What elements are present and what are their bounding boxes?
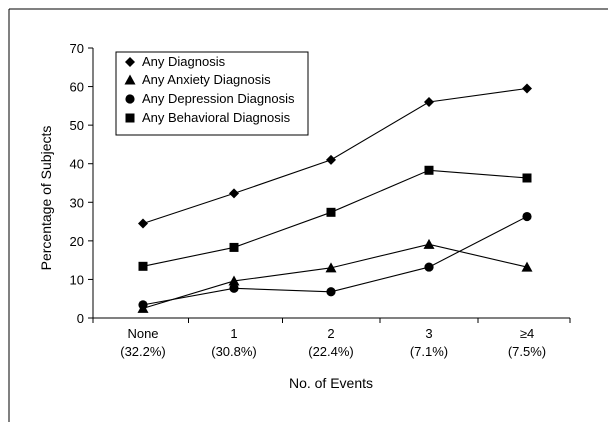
data-point-square [424,165,434,175]
series-line [142,169,528,267]
legend-item: Any Diagnosis [125,54,226,69]
legend-label: Any Anxiety Diagnosis [142,72,271,87]
data-point-triangle [325,262,337,273]
y-tick-label: 70 [70,41,84,56]
axes: 0 10 20 30 40 50 60 70 None (32.2%) 1 (30.8%) 2 (22.4… [70,41,571,359]
legend-item: Any Behavioral Diagnosis [125,110,291,125]
y-tick-label: 50 [70,118,84,133]
x-tick-label: None [127,326,158,341]
series-square [138,165,532,271]
y-tick-label: 0 [77,311,84,326]
y-tick-label: 10 [70,272,84,287]
legend-box [115,51,309,136]
legend-marker-diamond [125,57,135,67]
data-point-triangle [521,261,533,272]
data-point-circle [424,262,434,272]
data-point-circle [522,211,532,222]
x-tick-sublabel: (32.2%) [120,344,166,359]
data-point-square [229,242,239,252]
legend-label: Any Behavioral Diagnosis [142,110,291,125]
x-tick-label: 1 [230,326,237,341]
legend-item: Any Depression Diagnosis [125,91,295,106]
legend: Any Diagnosis Any Anxiety Diagnosis Any De… [115,51,309,136]
data-point-square [138,261,148,271]
legend-marker-triangle [124,74,136,85]
x-tick-sublabel: (30.8%) [211,344,257,359]
legend-item: Any Anxiety Diagnosis [124,72,271,87]
data-point-triangle [423,238,435,249]
x-tick-label: 3 [425,326,432,341]
y-tick-label: 30 [70,195,84,210]
x-tick-sublabel: (22.4%) [308,344,354,359]
data-point-circle [326,287,336,297]
data-point-diamond [424,97,434,107]
data-point-diamond [522,83,532,94]
series-triangle [137,238,533,313]
y-tick-label: 40 [70,157,84,172]
legend-marker-circle [125,94,135,104]
series-circle [138,211,532,310]
legend-label: Any Depression Diagnosis [142,91,295,106]
data-point-circle [229,283,239,293]
x-axis-label: No. of Events [289,375,373,391]
data-point-diamond [229,188,239,199]
data-point-diamond [138,218,148,229]
x-tick-label: ≥4 [520,326,534,341]
legend-label: Any Diagnosis [142,54,226,69]
x-tick-sublabel: (7.1%) [410,344,448,359]
series-layer [137,83,533,313]
data-point-square [326,207,336,217]
data-point-circle [138,300,148,310]
y-tick-label: 20 [70,234,84,249]
legend-marker-square [125,113,135,123]
data-point-square [522,173,532,183]
series-diamond [138,83,532,229]
x-tick-label: 2 [327,326,334,341]
data-point-triangle [228,275,240,286]
y-axis-label: Percentage of Subjects [38,126,54,271]
x-tick-sublabel: (7.5%) [508,344,546,359]
y-tick-label: 60 [70,80,84,95]
data-point-diamond [326,154,336,165]
